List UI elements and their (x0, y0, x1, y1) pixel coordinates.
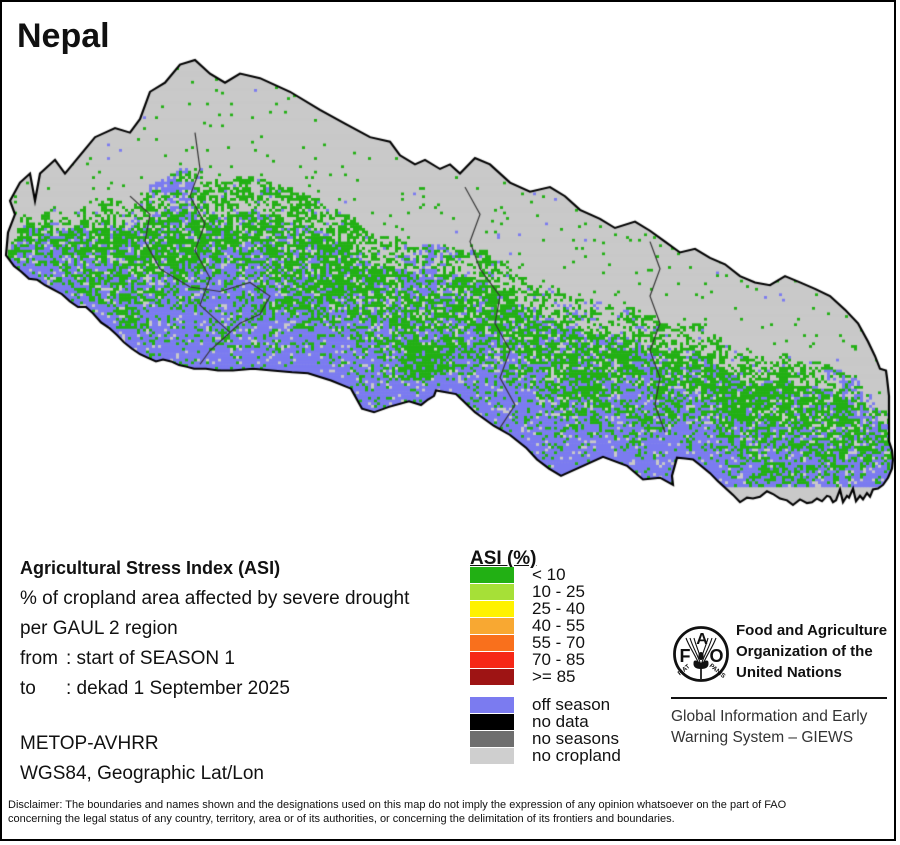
svg-text:A: A (696, 631, 708, 648)
svg-text:F: F (680, 646, 691, 666)
